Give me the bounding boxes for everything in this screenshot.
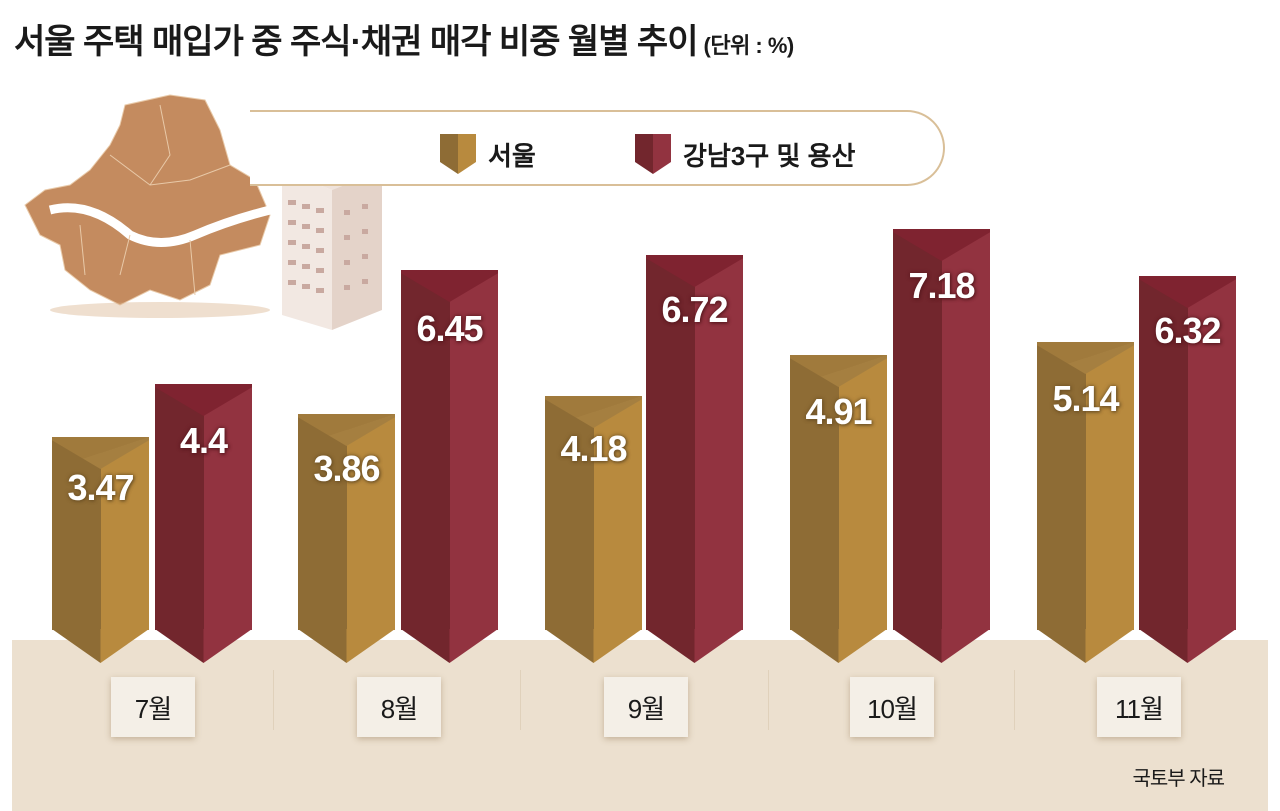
bar-value: 4.91: [805, 391, 872, 432]
bar-seoul-oct: 4.91: [790, 355, 887, 663]
legend-item-seoul: 서울: [440, 134, 536, 174]
month-label-sep: 9월: [604, 677, 688, 737]
bar-gangnam-nov: 6.32: [1139, 276, 1236, 663]
month-label-jul: 7월: [111, 677, 195, 737]
bar-value: 4.18: [560, 428, 627, 469]
bar-value: 6.32: [1154, 310, 1221, 351]
divider: [273, 670, 274, 730]
bar-seoul-jul: 3.47: [52, 437, 149, 663]
divider: [768, 670, 769, 730]
unit-label: (단위 : %): [703, 33, 795, 58]
legend-label: 강남3구 및 용산: [683, 140, 856, 171]
bar-value: 6.45: [416, 308, 483, 349]
title-text: 서울 주택 매입가 중 주식·채권 매각 비중 월별 추이: [14, 23, 698, 61]
bar-gangnam-oct: 7.18: [893, 229, 990, 663]
month-label-nov: 11월: [1097, 677, 1181, 737]
bar-gangnam-sep: 6.72: [646, 255, 743, 663]
bar-seoul-nov: 5.14: [1037, 342, 1134, 663]
bar-gangnam-jul: 4.4: [155, 384, 252, 663]
month-label-oct: 10월: [850, 677, 934, 737]
divider: [1014, 670, 1015, 730]
legend: 서울 강남3구 및 용산: [250, 110, 945, 186]
source-note: 국토부 자료: [1132, 768, 1225, 790]
bar-seoul-sep: 4.18: [545, 396, 642, 663]
seoul-swatch-icon: [440, 134, 476, 174]
bar-value: 7.18: [908, 265, 975, 306]
legend-item-gangnam: 강남3구 및 용산: [635, 134, 855, 174]
bar-value: 4.4: [179, 420, 228, 461]
bar-seoul-aug: 3.86: [298, 414, 395, 663]
bar-value: 5.14: [1052, 378, 1119, 419]
divider: [520, 670, 521, 730]
gangnam-swatch-icon: [635, 134, 671, 174]
bar-value: 3.86: [313, 448, 380, 489]
legend-label: 서울: [488, 140, 536, 171]
bar-value: 6.72: [661, 289, 728, 330]
month-label-aug: 8월: [357, 677, 441, 737]
bar-gangnam-aug: 6.45: [401, 270, 498, 663]
chart-title: 서울 주택 매입가 중 주식·채권 매각 비중 월별 추이 (단위 : %): [14, 14, 794, 63]
seoul-map-icon: [24, 94, 272, 318]
bar-value: 3.47: [67, 467, 134, 508]
